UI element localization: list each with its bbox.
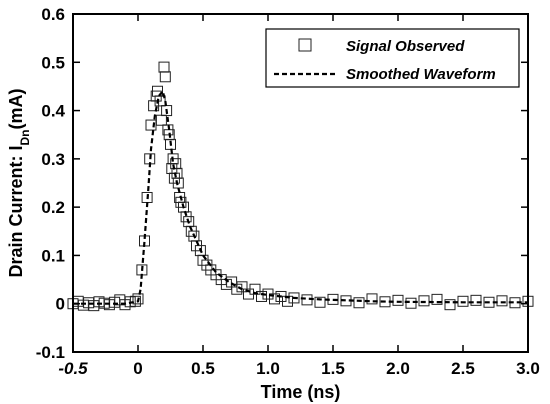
x-tick-label: 1.0 <box>256 359 280 378</box>
y-tick-label: 0 <box>56 295 65 314</box>
x-tick-label: 3.0 <box>516 359 540 378</box>
data-point-signal-observed <box>314 296 326 308</box>
data-point-signal-observed <box>159 71 171 83</box>
data-point-signal-observed <box>392 294 404 306</box>
legend-label-smoothed-waveform: Smoothed Waveform <box>346 66 496 83</box>
y-axis-label-subscript: Dn <box>18 129 32 145</box>
data-point-signal-observed <box>129 295 141 307</box>
y-tick-label: 0.3 <box>41 150 65 169</box>
legend-marker-square <box>298 38 312 52</box>
y-tick-label: 0.4 <box>41 102 65 121</box>
y-tick-label: 0.1 <box>41 246 65 265</box>
plot-frame <box>72 13 529 353</box>
data-point-signal-observed <box>155 114 167 126</box>
data-point-signal-observed <box>457 295 469 307</box>
data-point-signal-observed <box>132 293 144 305</box>
x-tick-label: -0.5 <box>58 359 88 378</box>
legend-label-signal-observed: Signal Observed <box>346 38 465 55</box>
y-tick-label: -0.1 <box>36 343 65 362</box>
y-tick-label: 0.5 <box>41 53 65 72</box>
data-point-signal-observed <box>496 295 508 307</box>
data-point-signal-observed <box>470 294 482 306</box>
data-marks <box>67 61 534 312</box>
y-tick-label: 0.2 <box>41 198 65 217</box>
data-point-signal-observed <box>353 297 365 309</box>
x-tick-label: 0 <box>133 359 142 378</box>
series-line-smoothed-waveform <box>73 88 528 305</box>
y-axis-label-main: Drain Current: I <box>6 145 26 277</box>
data-point-signal-observed <box>236 281 248 293</box>
data-point-signal-observed <box>172 177 184 189</box>
y-axis-label-unit: (mA) <box>6 88 26 129</box>
data-point-signal-observed <box>366 293 378 305</box>
y-axis-label: Drain Current: IDn(mA) <box>6 88 32 277</box>
data-point-signal-observed <box>256 290 267 302</box>
x-tick-label: 2.5 <box>451 359 475 378</box>
plot-area <box>67 61 534 312</box>
axis-tick-labels: -0.5 0 0.5 1.0 1.5 2.0 2.5 3.0 -0.1 0 0.1 0.2 0.3 0.4… <box>36 5 540 378</box>
data-point-signal-observed <box>158 61 170 73</box>
y-tick-label: 0.6 <box>41 5 65 24</box>
x-tick-label: 1.5 <box>321 359 345 378</box>
data-point-signal-observed <box>418 295 430 307</box>
data-point-signal-observed <box>249 283 261 295</box>
legend: Signal Observed Smoothed Waveform <box>265 28 520 88</box>
axis-ticks <box>72 13 529 353</box>
data-point-signal-observed <box>405 297 417 309</box>
x-tick-label: 2.0 <box>386 359 410 378</box>
data-point-signal-observed <box>444 299 456 311</box>
data-point-signal-observed <box>269 293 280 305</box>
x-tick-label: 0.5 <box>191 359 215 378</box>
data-point-signal-observed <box>431 293 443 305</box>
x-axis-label: Time (ns) <box>261 382 341 402</box>
